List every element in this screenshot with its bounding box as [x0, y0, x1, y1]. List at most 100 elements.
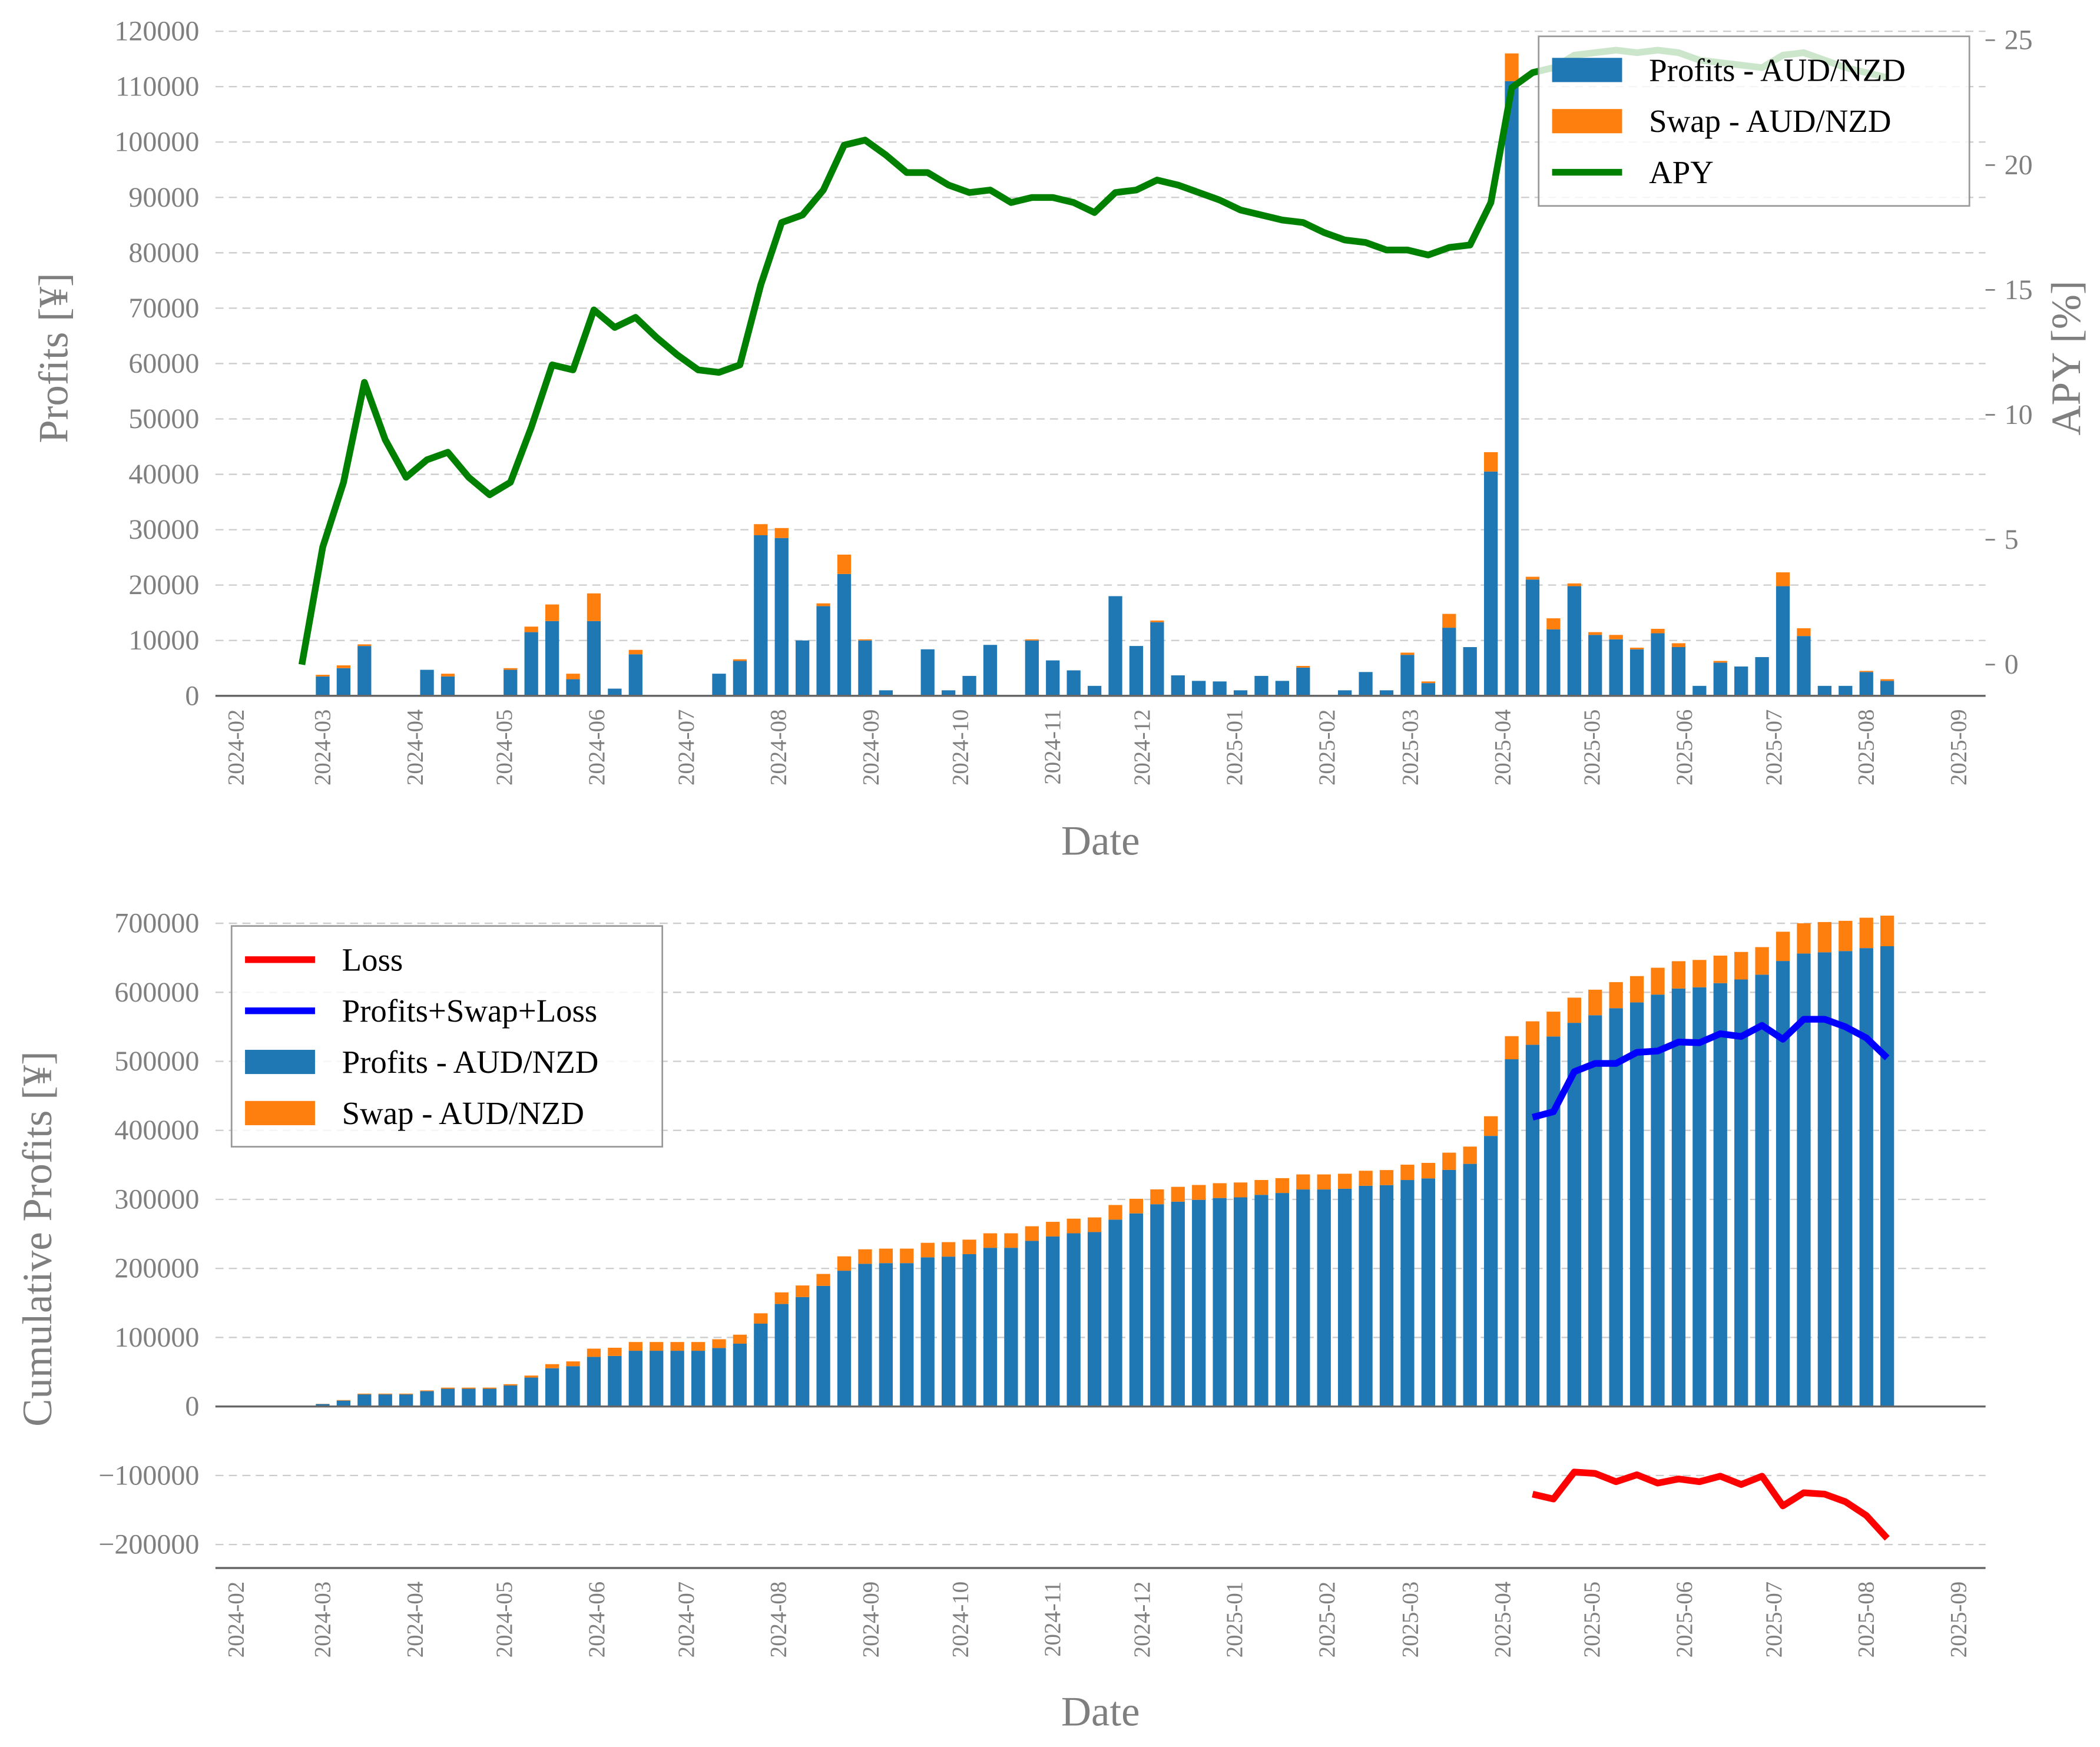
bar: [1025, 1226, 1039, 1241]
legend: Loss Profits+Swap+Loss Profits - AUD/NZD Sw…: [230, 925, 664, 1148]
bar: [920, 649, 935, 696]
bar: [1588, 1015, 1602, 1407]
bar: [754, 535, 768, 696]
bar: [316, 1404, 330, 1407]
bar: [1150, 620, 1164, 622]
bar: [1880, 946, 1894, 1407]
bar: [1609, 635, 1623, 639]
y2-tick-label: 20: [2005, 150, 2033, 181]
y-tick-label: 20000: [128, 569, 199, 601]
legend: Profits - AUD/NZD Swap - AUD/NZD APY: [1538, 35, 1970, 207]
y-tick-label: 10000: [128, 625, 199, 656]
bar: [1546, 1036, 1561, 1407]
y-tick-label: 40000: [128, 459, 199, 490]
bar: [1817, 952, 1832, 1407]
bar: [608, 688, 622, 696]
bar: [336, 665, 351, 668]
bar: [524, 626, 538, 632]
bar: [920, 1257, 935, 1407]
y-tick-label: 50000: [128, 403, 199, 435]
bar: [1880, 681, 1894, 696]
bar: [1129, 646, 1144, 696]
bar: [1046, 1236, 1060, 1407]
bar: [1671, 961, 1686, 989]
bar: [1546, 629, 1561, 696]
bar: [983, 1233, 998, 1248]
bar: [1233, 1197, 1248, 1407]
bar: [336, 668, 351, 696]
bar: [1692, 987, 1707, 1407]
bar: [524, 1377, 538, 1407]
bar: [1108, 1219, 1122, 1407]
bar: [1546, 618, 1561, 629]
bar: [1525, 1021, 1540, 1045]
y-tick-label: 300000: [114, 1184, 199, 1215]
x-tick-label: 2024-08: [766, 710, 791, 785]
x-tick-label: 2024-10: [948, 710, 973, 785]
y2-tick-label: 25: [2005, 25, 2033, 56]
bar: [962, 675, 976, 696]
bar: [816, 606, 830, 696]
bar: [1546, 1012, 1561, 1037]
bar: [1797, 923, 1811, 954]
x-tick-label: 2024-09: [859, 1582, 884, 1658]
bar: [1463, 1163, 1477, 1407]
bar: [1338, 1173, 1352, 1189]
y-tick-label: 70000: [128, 293, 199, 324]
bar: [1463, 1146, 1477, 1164]
bar: [774, 528, 789, 538]
bar: [420, 1390, 434, 1391]
bar: [545, 621, 559, 696]
panel: 0 10000 20000 30000 40000 50000 60000 70000 8000…: [31, 16, 2089, 864]
bar: [1171, 675, 1185, 696]
bar: [1797, 636, 1811, 696]
legend-patch: [1552, 58, 1622, 82]
bar: [1421, 1178, 1435, 1407]
bar: [316, 675, 330, 677]
bar: [587, 621, 601, 696]
bar: [1567, 586, 1581, 696]
bar: [1859, 917, 1873, 949]
bar: [1839, 951, 1853, 1407]
bar: [983, 645, 998, 696]
x-tick-label: 2024-07: [674, 1582, 699, 1658]
legend-label: Swap - AUD/NZD: [1649, 103, 1891, 139]
x-tick-label: 2024-06: [584, 1582, 610, 1658]
x-tick-label: 2024-11: [1040, 710, 1065, 785]
bar: [1296, 667, 1310, 696]
bar: [983, 1248, 998, 1407]
bar: [1025, 1241, 1039, 1407]
bar: [504, 1384, 518, 1386]
bar: [482, 1387, 496, 1389]
bar: [733, 1334, 747, 1344]
bar: [1004, 1248, 1018, 1407]
x-tick-label: 2025-09: [1946, 710, 1972, 785]
bar: [1233, 1182, 1248, 1198]
bar: [1651, 633, 1665, 696]
bar: [1483, 471, 1498, 696]
bar: [1734, 952, 1748, 980]
bar: [1192, 1185, 1206, 1200]
bar: [1671, 647, 1686, 696]
bar: [858, 640, 872, 696]
bar: [1129, 1198, 1144, 1214]
bar: [628, 649, 642, 655]
legend-label: Profits - AUD/NZD: [1649, 52, 1906, 88]
bar: [440, 1387, 455, 1389]
bar: [816, 603, 830, 606]
bar: [774, 538, 789, 696]
bar: [440, 676, 455, 696]
y-tick-label: 500000: [114, 1046, 199, 1077]
bar: [1359, 672, 1373, 696]
bar: [1171, 1186, 1185, 1202]
bar: [1025, 640, 1039, 696]
bar: [774, 1292, 789, 1304]
x-tick-label: 2025-07: [1761, 710, 1787, 785]
bar: [1296, 1189, 1310, 1407]
bar: [1296, 1174, 1310, 1190]
bar: [733, 661, 747, 696]
bar: [524, 632, 538, 696]
bar: [1755, 657, 1769, 696]
bar: [1087, 1232, 1102, 1407]
bar: [1338, 1188, 1352, 1407]
